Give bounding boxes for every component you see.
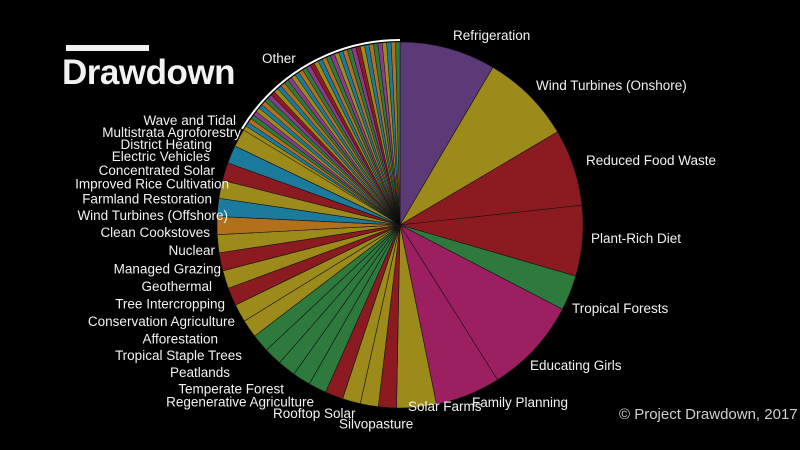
svg-text:Refrigeration: Refrigeration bbox=[453, 28, 530, 43]
svg-text:Afforestation: Afforestation bbox=[142, 332, 218, 347]
svg-text:Family Planning: Family Planning bbox=[472, 395, 568, 410]
svg-text:Solar Farms: Solar Farms bbox=[408, 399, 482, 414]
svg-text:Geothermal: Geothermal bbox=[141, 279, 212, 294]
svg-text:Peatlands: Peatlands bbox=[170, 365, 230, 380]
svg-text:Farmland Restoration: Farmland Restoration bbox=[82, 192, 212, 207]
svg-text:Educating Girls: Educating Girls bbox=[530, 358, 622, 373]
svg-text:Tropical Forests: Tropical Forests bbox=[572, 301, 669, 316]
svg-text:Plant-Rich Diet: Plant-Rich Diet bbox=[591, 231, 681, 246]
svg-text:Silvopasture: Silvopasture bbox=[339, 416, 413, 431]
svg-text:Reduced Food Waste: Reduced Food Waste bbox=[586, 153, 716, 168]
svg-text:Improved Rice Cultivation: Improved Rice Cultivation bbox=[75, 177, 229, 192]
svg-text:Other: Other bbox=[262, 51, 296, 66]
svg-text:Conservation Agriculture: Conservation Agriculture bbox=[88, 314, 235, 329]
svg-text:Managed Grazing: Managed Grazing bbox=[114, 262, 221, 277]
svg-text:Wind Turbines (Offshore): Wind Turbines (Offshore) bbox=[77, 208, 228, 223]
svg-text:Electric Vehicles: Electric Vehicles bbox=[112, 149, 211, 164]
svg-text:Clean Cookstoves: Clean Cookstoves bbox=[100, 225, 210, 240]
svg-text:Tropical Staple Trees: Tropical Staple Trees bbox=[115, 348, 242, 363]
svg-text:Nuclear: Nuclear bbox=[168, 243, 215, 258]
svg-text:Tree Intercropping: Tree Intercropping bbox=[115, 297, 225, 312]
svg-text:Wind Turbines (Onshore): Wind Turbines (Onshore) bbox=[536, 78, 687, 93]
